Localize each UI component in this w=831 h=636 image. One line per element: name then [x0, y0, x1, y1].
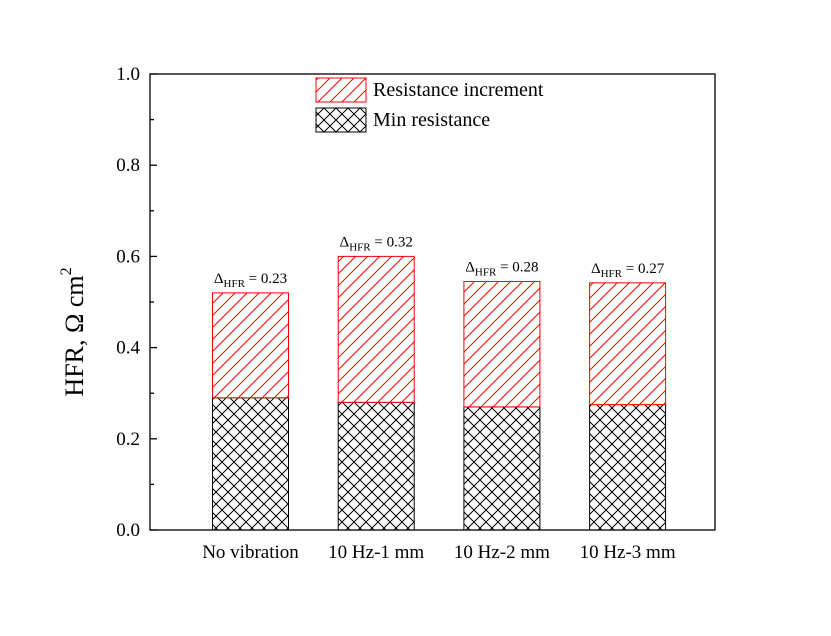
- annotation-value: = 0.28: [496, 259, 538, 275]
- y-tick-label: 0.8: [116, 155, 140, 176]
- annotation-delta-hfr-1: ΔHFR = 0.23: [214, 271, 287, 290]
- legend: Resistance increment Min resistance: [315, 77, 544, 133]
- y-tick-label: 0.4: [116, 338, 140, 359]
- bar-min-resistance-3: [463, 406, 541, 531]
- bars-layer: [212, 255, 667, 531]
- y-tick-label: 0.0: [116, 520, 140, 541]
- annotation-value: = 0.27: [622, 261, 665, 277]
- bar-resistance-increment-2: [337, 255, 415, 403]
- annotation-delta-hfr-3: ΔHFR = 0.28: [465, 259, 538, 278]
- bar-resistance-increment-3: [463, 280, 541, 408]
- y-tick-label: 0.2: [116, 429, 140, 450]
- y-axis-label-superscript: 2: [58, 267, 75, 275]
- legend-swatch-resistance-increment: [315, 77, 367, 103]
- bar-resistance-increment-4: [589, 282, 667, 406]
- annotation-subscript: HFR: [349, 241, 371, 253]
- x-category-label-2: 10 Hz-1 mm: [328, 542, 424, 563]
- bar-resistance-increment-1: [212, 292, 289, 399]
- legend-label-resistance-increment: Resistance increment: [373, 79, 544, 101]
- x-category-label-4: 10 Hz-3 mm: [580, 542, 676, 563]
- x-category-label-3: 10 Hz-2 mm: [454, 542, 550, 563]
- annotation-subscript: HFR: [601, 268, 623, 280]
- bar-min-resistance-4: [589, 404, 667, 531]
- legend-label-min-resistance: Min resistance: [373, 109, 490, 131]
- annotation-value: = 0.32: [371, 234, 413, 250]
- annotation-subscript: HFR: [475, 266, 497, 278]
- annotation-symbol: Δ: [465, 259, 475, 275]
- legend-swatch-min-resistance: [315, 107, 367, 133]
- y-axis-label: HFR, Ω cm2: [58, 267, 89, 396]
- annotation-subscript: HFR: [224, 278, 246, 290]
- annotation-symbol: Δ: [591, 261, 601, 277]
- annotation-symbol: Δ: [214, 271, 224, 287]
- bar-min-resistance-2: [337, 401, 415, 531]
- bar-min-resistance-1: [212, 397, 289, 531]
- annotation-delta-hfr-4: ΔHFR = 0.27: [591, 261, 665, 280]
- annotation-delta-hfr-2: ΔHFR = 0.32: [340, 234, 413, 253]
- x-axis: No vibration 10 Hz-1 mm 10 Hz-2 mm 10 Hz-3 …: [202, 542, 676, 563]
- y-axis-label-main: HFR, Ω cm: [60, 275, 89, 396]
- annotation-value: = 0.23: [245, 271, 287, 287]
- y-tick-label: 1.0: [116, 64, 140, 85]
- y-axis: 0.0 0.2 0.4 0.6 0.8 1.0: [116, 64, 157, 541]
- annotation-symbol: Δ: [340, 234, 350, 250]
- y-tick-label: 0.6: [116, 246, 140, 267]
- x-category-label-1: No vibration: [202, 542, 299, 563]
